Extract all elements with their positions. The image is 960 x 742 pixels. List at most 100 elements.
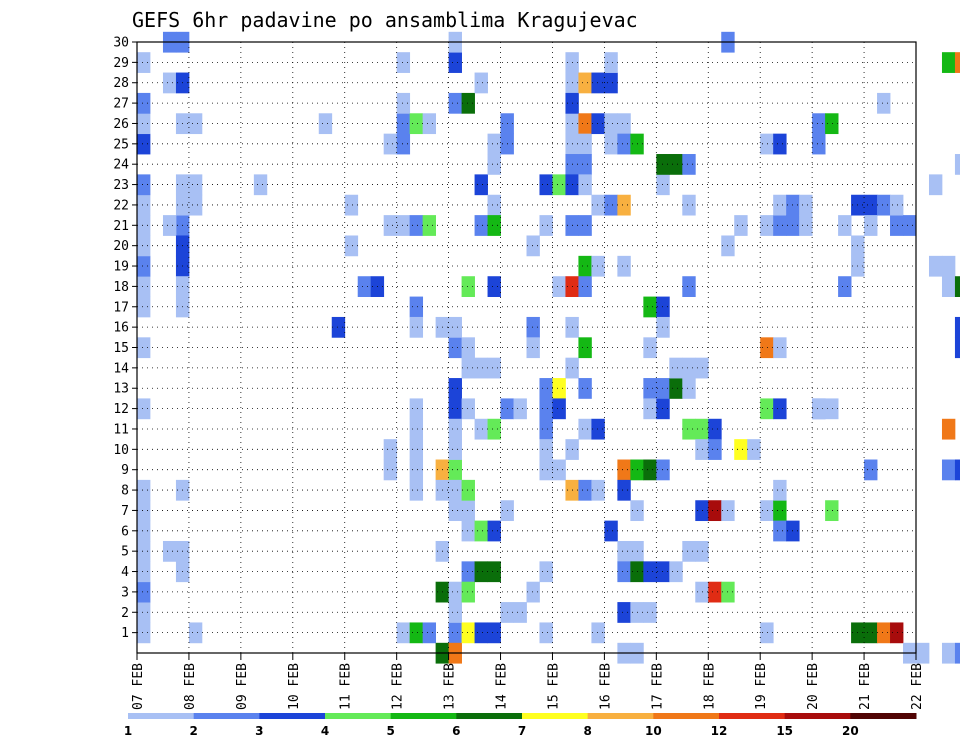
heatmap-cell — [838, 215, 852, 236]
heatmap-cell — [773, 520, 787, 542]
heatmap-cell — [954, 316, 960, 338]
heatmap-cell — [643, 561, 657, 583]
heatmap-cell — [954, 154, 960, 175]
x-tick-label: 19 FEB — [754, 663, 769, 710]
heatmap-cell — [526, 235, 540, 257]
y-tick-label: 3 — [121, 585, 129, 600]
heatmap-cell — [617, 459, 631, 481]
heatmap-cell — [669, 561, 683, 583]
heatmap-cell — [474, 520, 488, 542]
legend-swatch — [850, 713, 917, 719]
heatmap-cell — [448, 479, 462, 501]
y-tick-label: 28 — [113, 76, 129, 91]
legend-swatch — [456, 713, 523, 719]
heatmap-cell — [383, 215, 398, 236]
y-tick-label: 26 — [113, 117, 129, 132]
y-tick-label: 16 — [113, 321, 129, 336]
legend-label: 1 — [124, 724, 132, 738]
heatmap-cell — [383, 459, 398, 481]
heatmap-cell — [591, 479, 605, 501]
heatmap-cell — [682, 378, 696, 399]
heatmap-cell — [474, 418, 488, 440]
heatmap-cell — [137, 520, 151, 542]
heatmap-cell — [812, 398, 826, 420]
x-tick-label: 18 FEB — [702, 663, 717, 710]
heatmap-cell — [643, 459, 657, 481]
y-axis: 1234567891011121314151617181920212223242… — [113, 36, 137, 641]
legend-label: 3 — [255, 724, 263, 738]
heatmap-cell — [448, 459, 462, 481]
heatmap-cell — [578, 174, 592, 196]
heatmap-cell — [448, 602, 462, 623]
heatmap-cell — [448, 378, 462, 399]
heatmap-cell — [396, 215, 411, 236]
heatmap-cell — [695, 418, 709, 440]
heatmap-cell — [656, 154, 670, 175]
heatmap-cell — [461, 92, 475, 114]
heatmap-cell — [864, 622, 878, 644]
heatmap-cell — [825, 500, 839, 522]
heatmap-cell — [487, 133, 501, 155]
heatmap-cell — [708, 418, 722, 440]
legend-swatch — [325, 713, 392, 719]
heatmap-cell — [682, 276, 696, 297]
heatmap-cell — [318, 113, 333, 135]
heatmap-cell — [422, 113, 437, 135]
heatmap-cell — [162, 215, 177, 236]
heatmap-cell — [448, 316, 462, 338]
heatmap-cell — [448, 418, 462, 440]
heatmap-cell — [552, 378, 566, 399]
heatmap-cell — [461, 561, 475, 583]
heatmap-cell — [604, 72, 618, 94]
heatmap-cell — [539, 215, 553, 236]
heatmap-cell — [760, 500, 774, 522]
heatmap-cell — [682, 154, 696, 175]
heatmap-cell — [916, 642, 930, 664]
heatmap-cell — [137, 92, 151, 114]
heatmap-cell — [656, 459, 670, 481]
heatmap-cell — [137, 479, 151, 501]
heatmap-cell — [487, 215, 501, 236]
heatmap-cell — [682, 357, 696, 379]
heatmap-cell — [617, 540, 631, 562]
legend-label: 6 — [452, 724, 460, 738]
heatmap-cell — [409, 479, 424, 501]
heatmap-cell — [799, 194, 813, 216]
heatmap-cell — [877, 622, 891, 644]
heatmap-cell — [773, 133, 787, 155]
heatmap-cell — [643, 296, 657, 318]
heatmap-cell — [448, 622, 462, 644]
heatmap-cell — [578, 154, 592, 175]
heatmap-cell — [344, 194, 359, 216]
heatmap-cell — [474, 72, 488, 94]
y-tick-label: 14 — [113, 361, 129, 376]
heatmap-cell — [448, 500, 462, 522]
x-tick-label: 16 FEB — [598, 663, 613, 710]
grid-lines — [137, 41, 916, 653]
legend-swatch — [587, 713, 654, 719]
x-tick-label: 10 FEB — [287, 663, 302, 710]
heatmap-cell — [137, 398, 151, 420]
y-tick-label: 9 — [121, 463, 129, 478]
y-tick-label: 10 — [113, 443, 129, 458]
y-tick-label: 7 — [121, 504, 129, 519]
heatmap-cell — [409, 316, 424, 338]
heatmap-cell — [682, 418, 696, 440]
heatmap-cell — [409, 439, 424, 460]
heatmap-cell — [695, 439, 709, 460]
heatmap-cell — [669, 357, 683, 379]
legend-label: 7 — [518, 724, 526, 738]
heatmap-cell — [941, 642, 956, 664]
heatmap-cell — [747, 439, 761, 460]
heatmap-cell — [617, 602, 631, 623]
heatmap-cell — [137, 602, 151, 623]
y-tick-label: 21 — [113, 219, 129, 234]
heatmap-cell — [643, 378, 657, 399]
x-tick-label: 12 FEB — [391, 663, 406, 710]
heatmap-cell — [539, 459, 553, 481]
y-tick-label: 30 — [113, 36, 129, 51]
heatmap-cell — [474, 174, 488, 196]
heatmap-cell — [513, 398, 527, 420]
heatmap-cell — [253, 174, 268, 196]
y-tick-label: 25 — [113, 137, 129, 152]
